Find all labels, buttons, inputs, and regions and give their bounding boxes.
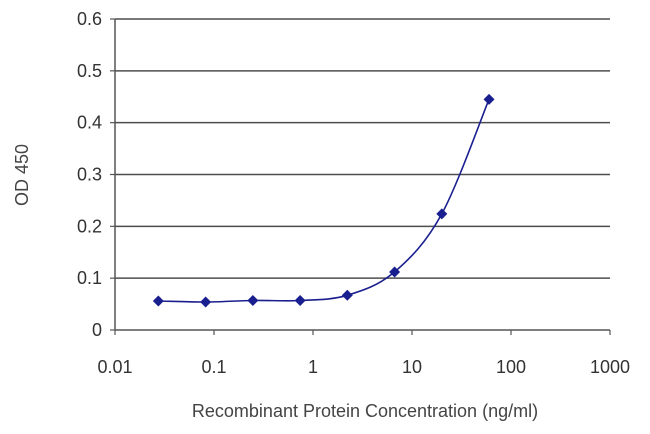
grid-lines <box>115 18 610 279</box>
data-point <box>247 294 259 306</box>
x-tick-label: 1000 <box>590 357 630 377</box>
data-point <box>341 289 353 301</box>
x-tick-labels: 0.01 0.1 1 10 100 1000 <box>97 357 630 377</box>
data-point <box>389 266 401 278</box>
x-tick-label: 100 <box>496 357 526 377</box>
x-tick-label: 1 <box>308 357 318 377</box>
y-tick-label: 0 <box>92 320 102 340</box>
data-point <box>200 296 212 308</box>
x-tick-label: 0.1 <box>201 357 226 377</box>
fit-curve <box>158 98 490 303</box>
data-point <box>483 93 495 105</box>
y-tick-labels: 0 0.1 0.2 0.3 0.4 0.5 0.6 <box>77 9 102 340</box>
axes <box>110 18 611 335</box>
x-tick-label: 0.01 <box>97 357 132 377</box>
y-tick-label: 0.4 <box>77 113 102 133</box>
data-point <box>152 295 164 307</box>
y-tick-label: 0.6 <box>77 9 102 29</box>
y-tick-label: 0.5 <box>77 61 102 81</box>
x-axis-title: Recombinant Protein Concentration (ng/ml… <box>192 401 538 421</box>
y-axis-title: OD 450 <box>12 144 32 206</box>
data-point <box>436 208 448 220</box>
data-points <box>152 93 495 308</box>
x-tick-label: 10 <box>402 357 422 377</box>
y-tick-label: 0.1 <box>77 268 102 288</box>
series-curve <box>158 98 490 303</box>
data-point <box>294 294 306 306</box>
y-tick-label: 0.3 <box>77 165 102 185</box>
y-tick-label: 0.2 <box>77 216 102 236</box>
